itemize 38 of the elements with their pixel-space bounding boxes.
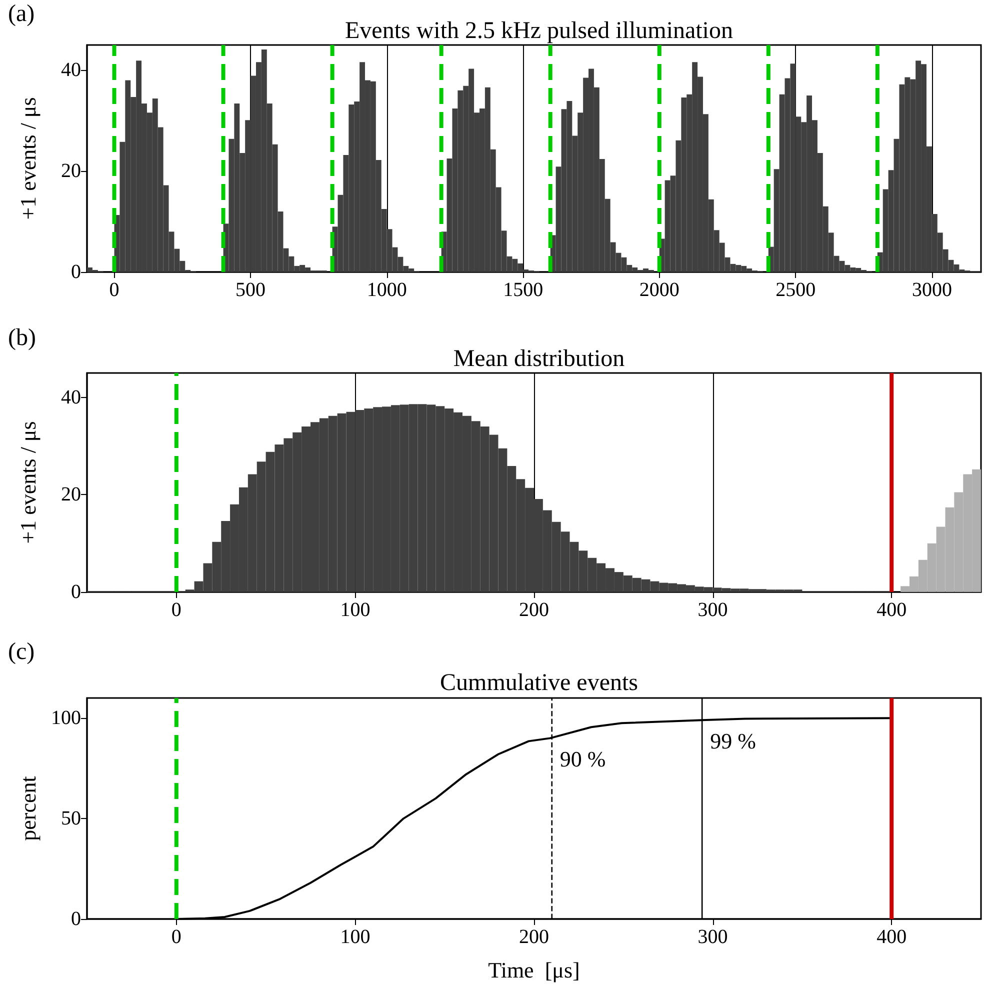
x-tick-label: 400 — [876, 926, 907, 948]
y-axis-title: +1 events / μs — [16, 421, 40, 544]
y-tick-label: 20 — [61, 160, 81, 182]
y-tick-label: 50 — [61, 808, 81, 830]
y-axis-title: percent — [16, 776, 40, 841]
x-tick-label: 0 — [171, 926, 182, 948]
x-tick-label: 1000 — [366, 279, 407, 301]
y-tick-label: 40 — [61, 386, 81, 408]
text: (a) — [8, 1, 35, 27]
y-tick-label: 100 — [51, 707, 81, 730]
y-tick-label: 0 — [71, 581, 81, 603]
annotation: 90 % — [560, 746, 606, 772]
chart-title: Mean distribution — [453, 346, 625, 372]
x-tick-label: 100 — [340, 926, 370, 948]
x-tick-label: 0 — [171, 599, 182, 621]
x-tick-label: 400 — [876, 599, 907, 621]
x-tick-label: 2000 — [639, 279, 680, 301]
text: (c) — [8, 639, 35, 665]
y-axis-title: +1 events / μs — [16, 97, 40, 220]
x-axis-title: Time [μs] — [488, 958, 580, 982]
y-tick-label: 0 — [71, 908, 81, 930]
x-tick-label: 200 — [519, 599, 549, 621]
text: (b) — [8, 325, 36, 351]
y-tick-label: 40 — [61, 59, 81, 82]
annotation: 99 % — [710, 728, 756, 754]
y-tick-label: 0 — [71, 261, 81, 283]
x-tick-label: 3000 — [912, 279, 952, 301]
x-tick-label: 2500 — [776, 279, 816, 301]
chart-title: Events with 2.5 kHz pulsed illumination — [345, 18, 733, 44]
x-tick-label: 300 — [698, 599, 728, 621]
x-tick-label: 300 — [698, 926, 728, 948]
x-tick-label: 1500 — [503, 279, 544, 301]
x-tick-label: 100 — [340, 599, 370, 621]
x-tick-label: 500 — [236, 279, 266, 301]
y-tick-label: 20 — [61, 484, 81, 506]
chart-title: Cummulative events — [440, 670, 638, 696]
x-tick-label: 0 — [109, 279, 120, 301]
x-tick-label: 200 — [519, 926, 549, 948]
